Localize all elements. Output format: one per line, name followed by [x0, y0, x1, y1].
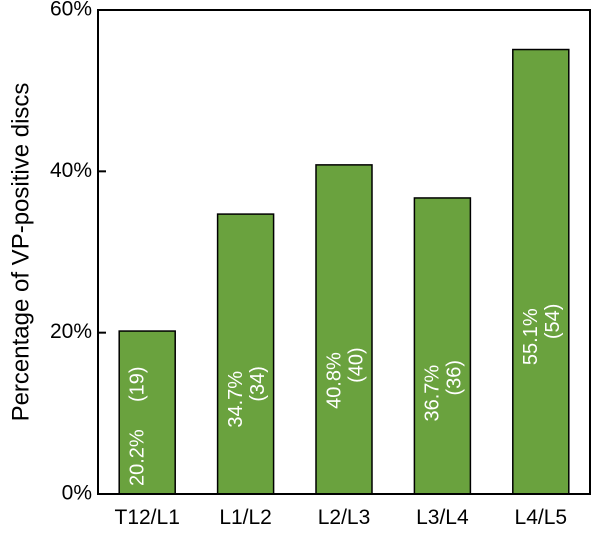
y-tick-label: 60% — [50, 0, 92, 21]
bar-value-label: 34.7% — [225, 371, 247, 428]
bar-value-label: 40.8% — [323, 352, 345, 409]
x-tick-label: L2/L3 — [318, 506, 371, 529]
y-tick-label: 20% — [50, 320, 92, 343]
x-axis-ticks: T12/L1 L1/L2 L2/L3 L3/L4 L4/L5 — [115, 506, 568, 529]
bar-l3-l4 — [413, 197, 472, 495]
y-tick-label: 40% — [50, 159, 92, 182]
bar-count-label: (34) — [247, 366, 269, 402]
bar-value-label: 55.1% — [520, 308, 542, 365]
bar-l4-l5 — [512, 48, 570, 495]
bar-t12-l1 — [118, 330, 176, 495]
x-tick-label: T12/L1 — [115, 506, 180, 529]
y-axis-ticks: 0% 20% 40% 60% — [50, 0, 106, 505]
x-tick-label: L3/L4 — [416, 506, 469, 529]
bar-l2-l3 — [315, 164, 373, 495]
bar-count-label: (54) — [542, 304, 564, 340]
bars: 20.2% (19) 34.7% (34) 40.8% (40) 36.7% (36) 55.1… — [118, 48, 570, 495]
plot-frame — [97, 9, 591, 495]
y-axis-title: Percentage of VP-positive discs — [7, 83, 34, 422]
bar-value-label: 36.7% — [422, 365, 444, 422]
bar-value-label: 20.2% — [126, 429, 148, 486]
x-tick-label: L4/L5 — [515, 506, 568, 529]
bar-count-label: (40) — [345, 347, 367, 383]
bar-count-label: (36) — [444, 360, 466, 396]
y-tick-label: 0% — [62, 482, 92, 505]
x-tick-label: L1/L2 — [219, 506, 272, 529]
bar-count-label: (19) — [126, 366, 148, 402]
bar-l1-l2 — [216, 213, 275, 495]
